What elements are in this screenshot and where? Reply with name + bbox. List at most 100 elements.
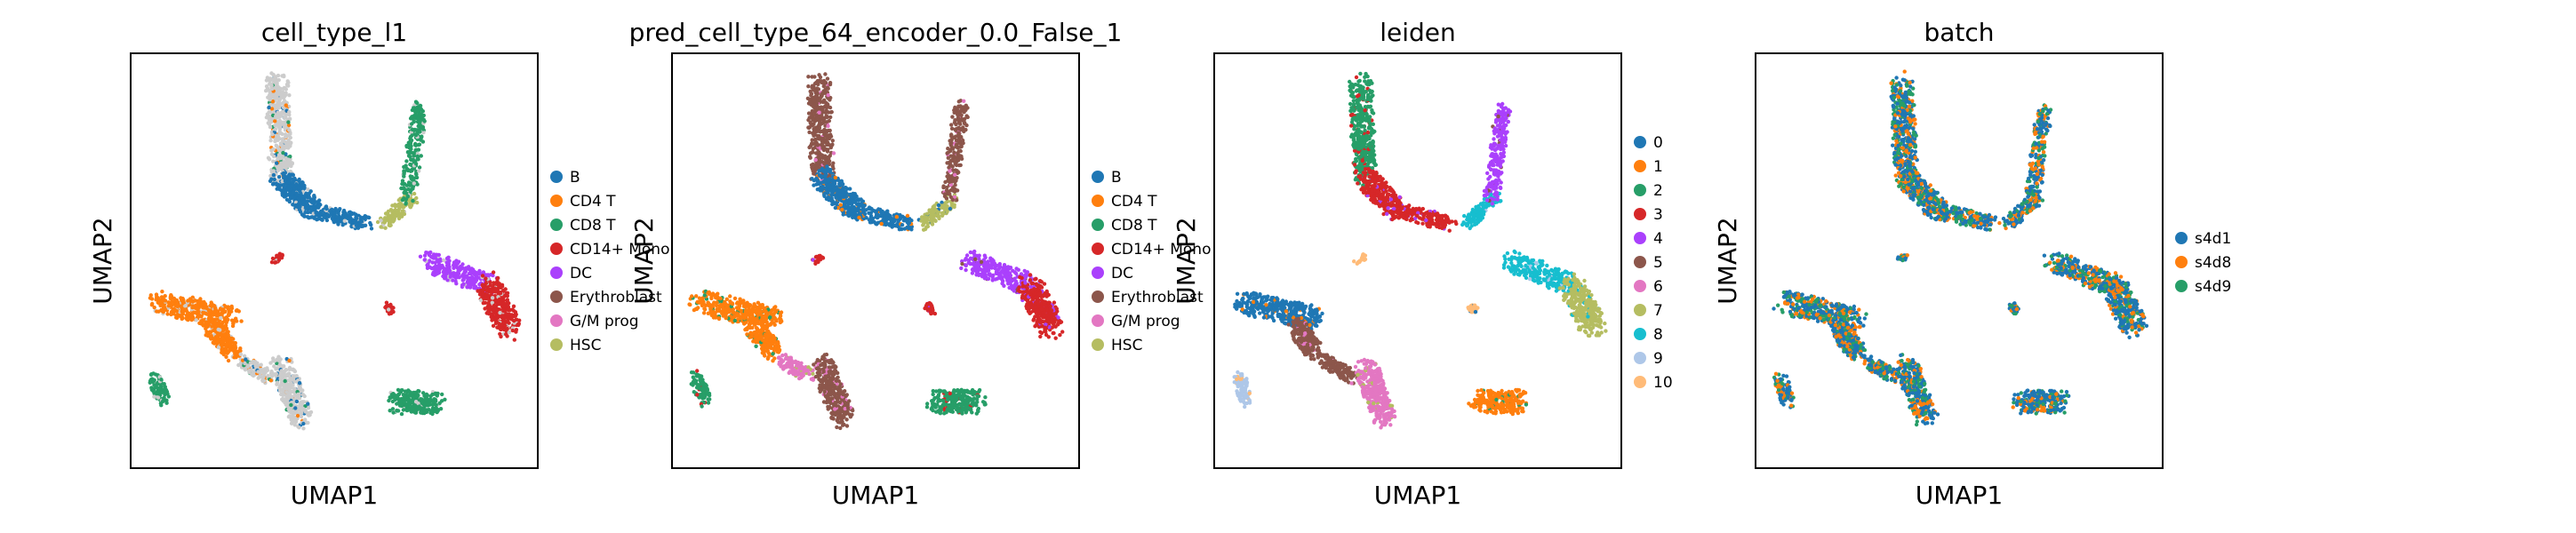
scatter-point <box>434 405 438 410</box>
scatter-point <box>948 163 953 167</box>
scatter-point <box>386 304 390 308</box>
scatter-point <box>509 313 515 317</box>
scatter-point <box>226 332 230 338</box>
scatter-point <box>270 182 276 187</box>
scatter-point <box>852 199 856 203</box>
scatter-point <box>356 222 362 227</box>
scatter-point <box>817 106 821 110</box>
scatter-point <box>402 196 406 201</box>
scatter-point <box>857 211 862 216</box>
scatter-point <box>275 144 279 148</box>
scatter-point <box>280 120 285 124</box>
scatter-point <box>270 86 275 91</box>
scatter-point <box>411 151 415 155</box>
scatter-point <box>900 223 905 227</box>
scatter-point <box>862 211 868 217</box>
scatter-point <box>303 210 308 215</box>
legend-marker <box>550 195 563 207</box>
scatter-point <box>823 110 828 115</box>
scatter-point <box>295 193 300 197</box>
scatter-point <box>196 301 201 306</box>
scatter-point <box>284 372 290 377</box>
scatter-point <box>1030 281 1036 286</box>
scatter-point <box>160 308 164 314</box>
scatter-point <box>278 371 284 377</box>
scatter-point <box>1060 330 1065 334</box>
scatter-point <box>970 271 975 275</box>
scatter-point <box>811 141 815 147</box>
scatter-point <box>319 211 324 216</box>
scatter-point <box>268 98 272 102</box>
scatter-point <box>274 367 278 371</box>
scatter-point <box>455 275 460 280</box>
scatter-point <box>952 150 956 155</box>
scatter-point <box>276 77 281 83</box>
scatter-point <box>284 103 288 107</box>
scatter-point <box>301 408 306 412</box>
scatter-point <box>420 114 425 118</box>
scatter-point <box>948 169 952 173</box>
scatter-point <box>222 316 227 321</box>
scatter-point <box>387 216 392 220</box>
scatter-point <box>396 216 402 221</box>
scatter-point <box>269 260 275 265</box>
scatter-point <box>950 115 955 119</box>
scatter-point <box>484 288 489 292</box>
legend-label: CD4 T <box>570 193 616 211</box>
scatter-point <box>847 193 852 197</box>
scatter-point <box>490 318 494 322</box>
scatter-point <box>316 204 321 209</box>
scatter-point <box>811 117 815 123</box>
scatter-point <box>284 197 290 202</box>
scatter-point <box>160 290 164 294</box>
scatter-point <box>420 127 426 131</box>
scatter-point <box>399 388 404 393</box>
scatter-point <box>396 202 401 207</box>
scatter-point <box>814 176 819 181</box>
scatter-point <box>1008 281 1012 285</box>
scatter-point <box>340 223 345 227</box>
scatter-point <box>268 139 273 143</box>
scatter-point <box>977 257 981 261</box>
scatter-point <box>827 183 831 187</box>
scatter-point <box>280 163 284 169</box>
scatter-point <box>956 99 962 104</box>
scatter-point <box>165 312 170 316</box>
scatter-point <box>956 170 961 175</box>
scatter-point <box>830 139 835 143</box>
scatter-point <box>815 187 820 192</box>
scatter-point <box>411 185 415 189</box>
scatter-point <box>831 161 836 165</box>
scatter-point <box>267 105 271 110</box>
scatter-point <box>338 207 342 211</box>
scatter-point <box>451 272 455 276</box>
scatter-point <box>983 266 988 271</box>
scatter-point <box>491 288 495 293</box>
scatter-point <box>997 262 1003 266</box>
scatter-point <box>281 150 285 155</box>
scatter-point <box>268 378 274 383</box>
scatter-point <box>406 140 411 145</box>
scatter-point <box>950 203 955 208</box>
scatter-point <box>273 75 277 79</box>
scatter-point <box>820 91 824 97</box>
scatter-point <box>453 272 458 276</box>
scatter-point <box>393 213 397 219</box>
scatter-point <box>961 140 965 146</box>
scatter-point <box>282 146 286 151</box>
scatter-point <box>990 258 995 262</box>
scatter-point <box>273 78 277 84</box>
scatter-point <box>430 392 435 397</box>
scatter-point <box>400 181 404 187</box>
scatter-point <box>414 147 419 152</box>
scatter-point <box>297 186 301 190</box>
scatter-point <box>261 371 267 377</box>
scatter-point <box>402 171 406 176</box>
scatter-point <box>267 110 271 115</box>
scatter-point <box>810 113 814 118</box>
scatter-point <box>273 123 277 128</box>
scatter-point <box>275 380 280 385</box>
scatter-point <box>293 417 298 421</box>
scatter-point <box>432 273 436 277</box>
